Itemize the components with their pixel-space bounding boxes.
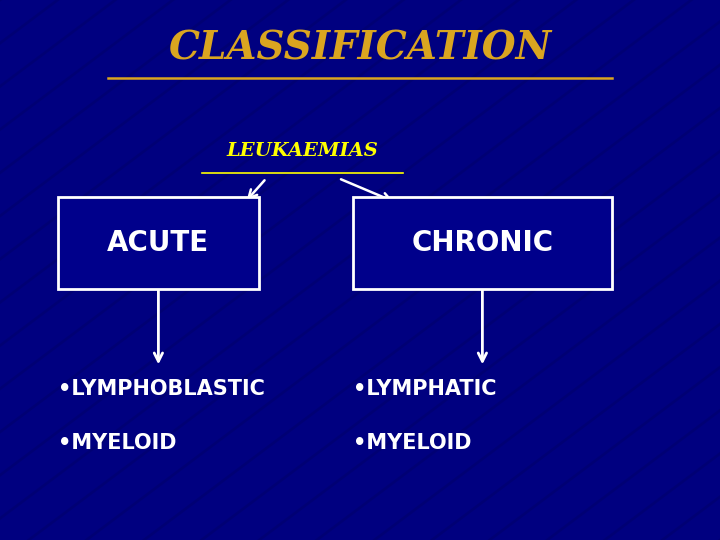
Text: •LYMPHOBLASTIC: •LYMPHOBLASTIC xyxy=(58,379,264,399)
Text: •MYELOID: •MYELOID xyxy=(58,433,176,453)
Text: •LYMPHATIC: •LYMPHATIC xyxy=(353,379,496,399)
Text: CHRONIC: CHRONIC xyxy=(411,229,554,257)
FancyBboxPatch shape xyxy=(353,197,612,289)
Text: CLASSIFICATION: CLASSIFICATION xyxy=(168,30,552,68)
Text: •MYELOID: •MYELOID xyxy=(353,433,472,453)
Text: ACUTE: ACUTE xyxy=(107,229,210,257)
FancyBboxPatch shape xyxy=(58,197,259,289)
Text: LEUKAEMIAS: LEUKAEMIAS xyxy=(227,142,378,160)
